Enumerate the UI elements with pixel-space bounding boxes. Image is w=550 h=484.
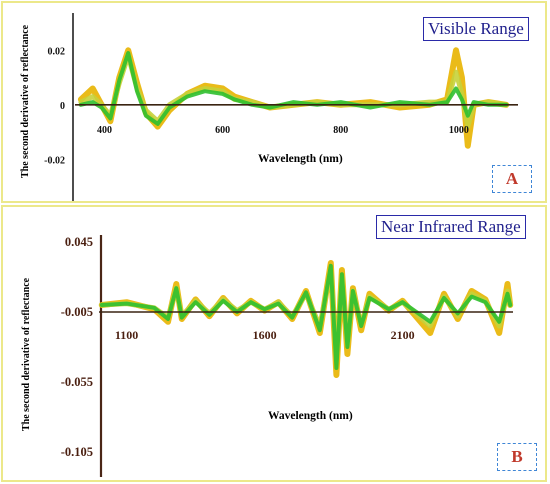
panel-a: 400 600 800 1000 0.02 0 -0.02 Visible Range Th…: [1, 1, 547, 203]
chart-a-xtick-label: 1000: [449, 125, 469, 136]
chart-b-ytick-label: -0.105: [61, 445, 93, 459]
chart-b-ytick-label: 0.045: [65, 235, 93, 249]
chart-b-xtick-label: 2100: [391, 328, 415, 342]
chart-b-tag: B: [497, 443, 537, 471]
chart-a-xtick-label: 800: [333, 125, 348, 136]
chart-a-xtick-label: 400: [97, 125, 112, 136]
chart-a-series-1: [77, 47, 510, 149]
chart-b-series-3: [99, 263, 513, 370]
chart-b-xlabel: Wavelength (nm): [268, 410, 353, 422]
chart-b-title: Near Infrared Range: [376, 215, 526, 239]
chart-b-ytick-label: -0.005: [61, 305, 93, 319]
chart-a-ytick-label: 0.02: [48, 46, 66, 57]
chart-b-plot: 1100 1600 2100 0.045 -0.005 -0.055 -0.105: [61, 235, 514, 477]
chart-a-tag: A: [492, 165, 532, 193]
chart-a-ytick-label: 0: [60, 101, 65, 112]
chart-a-ylabel: The second derivative of reflectance: [20, 24, 31, 178]
panel-b: 1100 1600 2100 0.045 -0.005 -0.055 -0.105 Near…: [1, 205, 547, 482]
chart-b-xtick-label: 1600: [253, 328, 277, 342]
chart-b-ytick-label: -0.055: [61, 375, 93, 389]
chart-a-xtick-label: 600: [215, 125, 230, 136]
chart-a-series-3: [78, 51, 509, 126]
chart-b-series-1: [98, 260, 514, 378]
chart-b-ylabel: The second derivative of reflectance: [21, 277, 32, 431]
chart-a-xlabel: Wavelength (nm): [258, 153, 343, 165]
chart-a-title: Visible Range: [423, 17, 529, 41]
chart-b-xtick-label: 1100: [115, 328, 138, 342]
chart-a-ytick-label: -0.02: [44, 155, 65, 166]
chart-a-plot: 400 600 800 1000 0.02 0 -0.02: [44, 13, 518, 201]
